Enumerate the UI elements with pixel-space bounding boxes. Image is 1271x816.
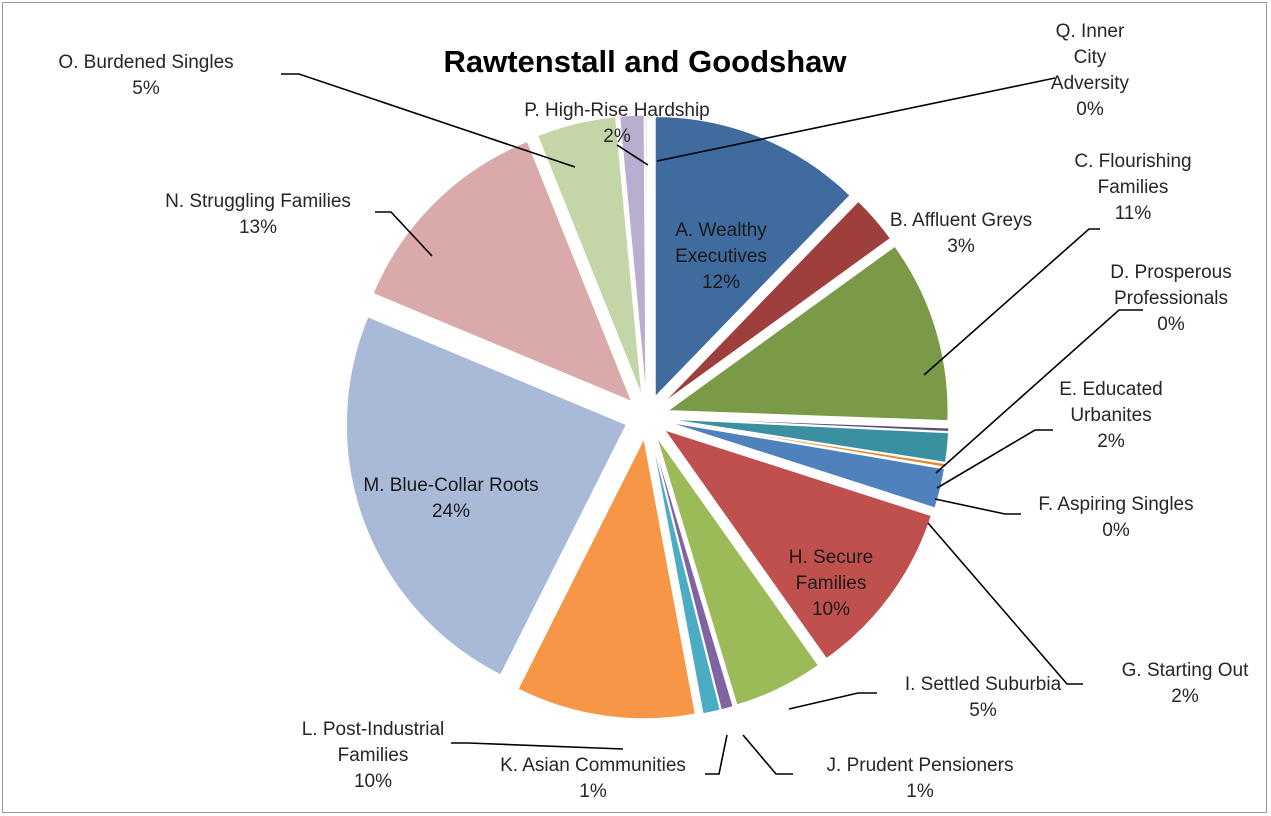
- leader-line-i: [788, 692, 877, 710]
- leader-line-k: [705, 734, 728, 775]
- pie-slice-q: [644, 114, 648, 396]
- leader-line-c: [923, 228, 1100, 376]
- pie-slice-n: [372, 140, 633, 403]
- slice-label-m: M. Blue-Collar Roots 24%: [363, 475, 538, 522]
- pie-slice-a: [654, 116, 851, 398]
- slice-label-e: E. Educated Urbanites 2%: [1059, 379, 1163, 452]
- slice-label-b: B. Affluent Greys 3%: [890, 210, 1032, 257]
- leader-line-n: [375, 211, 433, 257]
- slice-label-d: D. Prosperous Professionals 0%: [1110, 262, 1231, 335]
- slice-label-n: N. Struggling Families 13%: [165, 191, 351, 238]
- pie-slice-k: [651, 438, 721, 715]
- slice-label-l: L. Post-Industrial Families 10%: [302, 719, 445, 792]
- leader-line-j: [742, 734, 793, 775]
- slice-label-h: H. Secure Families 10%: [789, 547, 873, 620]
- pie-slice-j: [652, 438, 734, 711]
- pie-slices: [345, 114, 950, 720]
- pie-slice-g: [668, 421, 946, 509]
- leader-line-l: [451, 742, 624, 750]
- slice-label-a: A. Wealthy Executives 12%: [675, 220, 767, 293]
- leader-line-g: [927, 522, 1083, 685]
- pie-slice-b: [663, 200, 892, 403]
- slice-label-g: G. Starting Out 2%: [1122, 660, 1249, 707]
- pie-slice-p: [619, 114, 647, 396]
- pie-slice-d: [668, 417, 950, 433]
- slice-label-k: K. Asian Communities 1%: [500, 755, 686, 802]
- pie-slice-i: [656, 436, 820, 706]
- pie-slice-l: [517, 437, 696, 720]
- slice-label-q: Q. Inner City Adversity 0%: [1051, 21, 1130, 120]
- pie-slice-e: [668, 418, 950, 463]
- slice-label-i: I. Settled Suburbia 5%: [905, 674, 1062, 721]
- slice-label-f: F. Aspiring Singles 0%: [1038, 494, 1193, 541]
- slice-label-j: J. Prudent Pensioners 1%: [827, 755, 1014, 802]
- leader-line-q: [656, 77, 1056, 162]
- leader-lines: [281, 73, 1143, 775]
- chart-title: Rawtenstall and Goodshaw: [443, 44, 847, 79]
- pie-slice-h: [663, 429, 932, 660]
- slice-label-o: O. Burdened Singles 5%: [58, 52, 233, 99]
- leader-line-e: [936, 429, 1053, 489]
- pie-chart: Rawtenstall and Goodshaw A. Wealthy Execu…: [58, 21, 1249, 802]
- leader-line-d: [935, 309, 1143, 474]
- slice-labels: A. Wealthy Executives 12% B. Affluent Greys…: [58, 21, 1249, 802]
- pie-slice-c: [666, 245, 949, 422]
- leader-line-p: [616, 144, 649, 166]
- slice-label-c: C. Flourishing Families 11%: [1074, 151, 1191, 224]
- slice-label-p: P. High-Rise Hardship 2%: [524, 100, 710, 147]
- pie-slice-o: [536, 116, 643, 396]
- leader-line-f: [934, 498, 1021, 515]
- leader-line-o: [281, 73, 576, 168]
- pie-slice-m: [345, 316, 628, 676]
